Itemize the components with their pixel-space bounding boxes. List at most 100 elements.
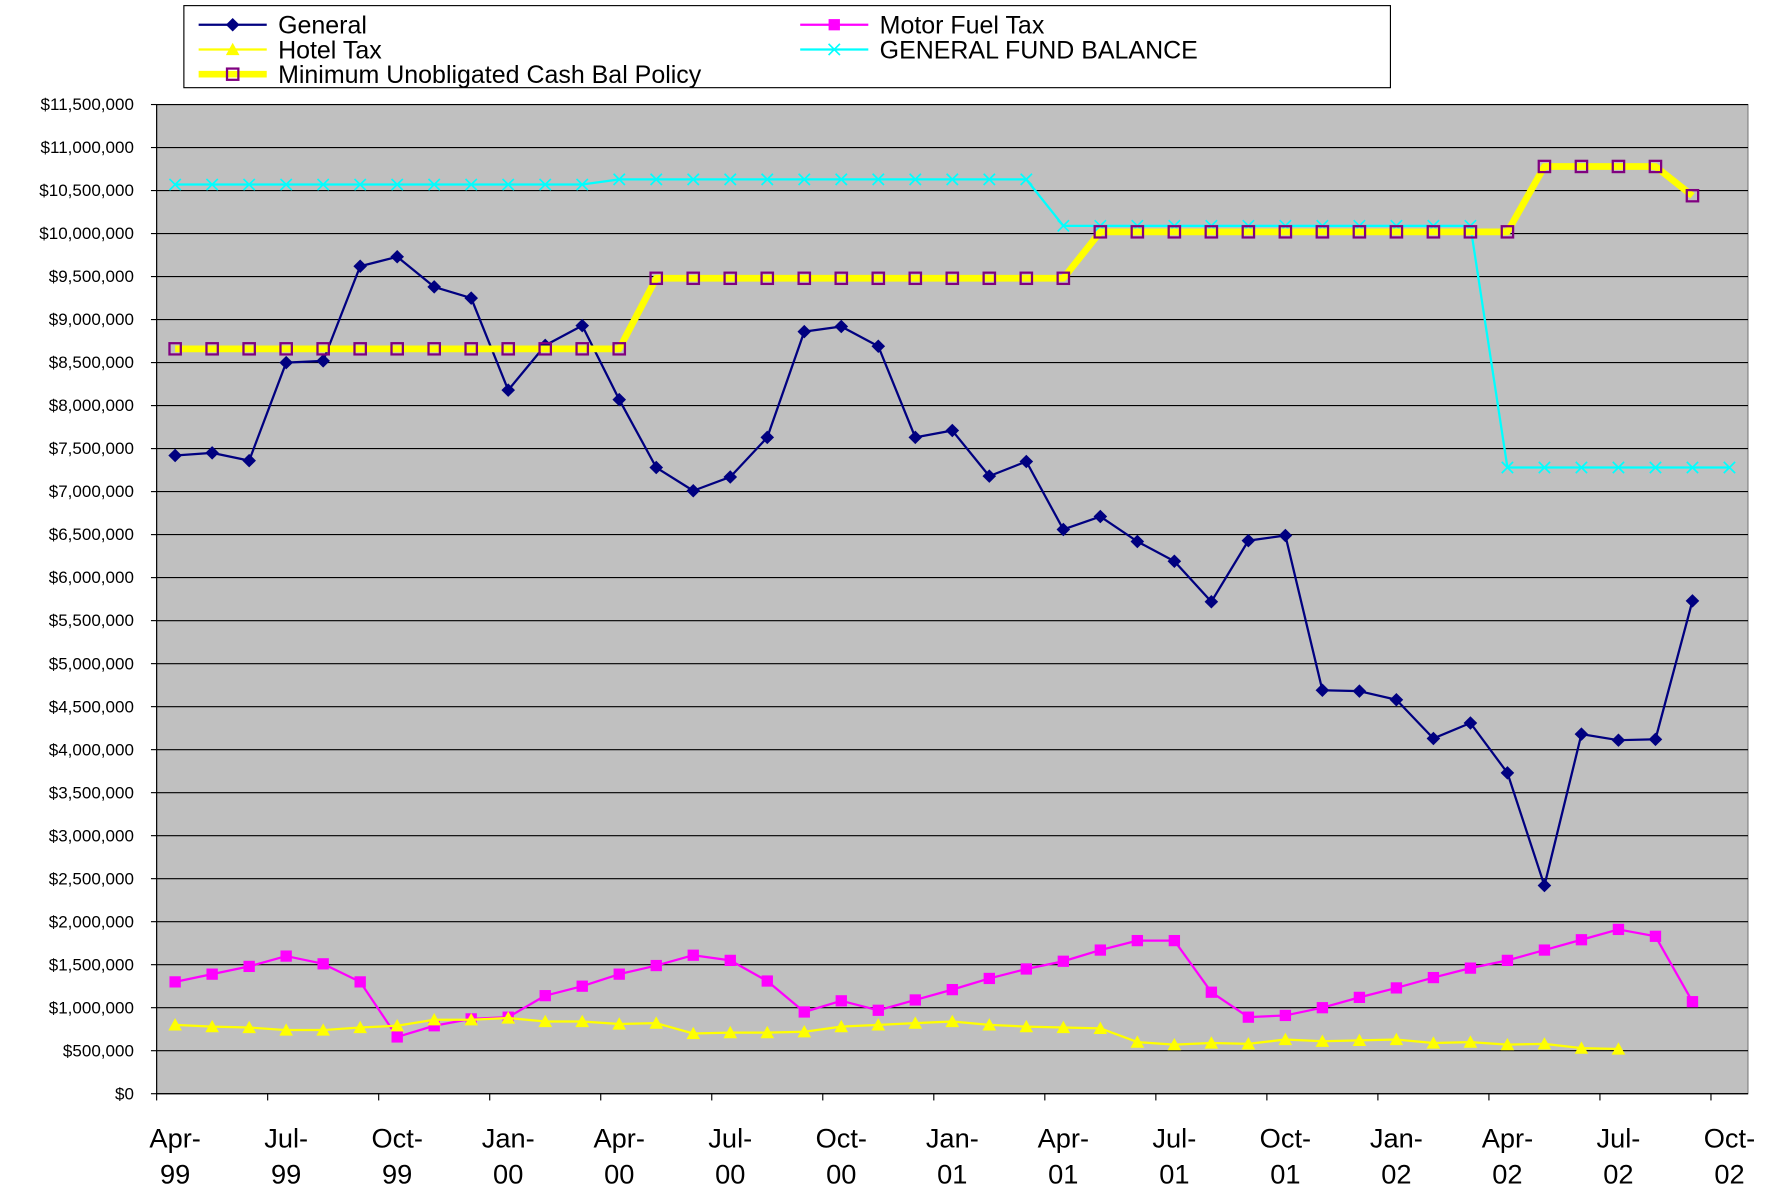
y-tick-label: $8,000,000 <box>49 396 134 415</box>
marker <box>612 173 626 186</box>
marker <box>871 271 886 286</box>
marker <box>242 178 256 191</box>
marker <box>872 1004 884 1016</box>
x-tick-label: Jan- 01 <box>926 1123 979 1190</box>
marker <box>1352 684 1367 698</box>
marker <box>1686 461 1699 474</box>
x-tick-label: Oct- 00 <box>816 1123 867 1190</box>
x-tick-label-line: Apr- <box>1482 1123 1533 1154</box>
y-tick-label: $3,000,000 <box>49 826 134 845</box>
marker <box>1389 1032 1404 1046</box>
y-tick-label: $7,500,000 <box>49 439 134 458</box>
marker <box>206 968 218 980</box>
marker <box>1426 731 1441 746</box>
y-tick-label: $4,000,000 <box>49 740 134 759</box>
legend-label: Hotel Tax <box>278 38 382 65</box>
marker <box>1501 954 1514 967</box>
marker <box>390 1019 404 1032</box>
marker <box>1723 461 1736 474</box>
y-tick-label: $1,500,000 <box>49 955 134 974</box>
y-tick-label: $9,000,000 <box>49 310 134 329</box>
y-tick-label: $8,500,000 <box>49 353 134 372</box>
marker <box>1204 594 1219 609</box>
marker <box>1500 1037 1515 1051</box>
marker <box>427 1012 442 1026</box>
marker <box>723 173 737 186</box>
marker <box>427 342 442 356</box>
marker <box>1390 982 1403 994</box>
marker <box>613 968 625 980</box>
y-tick-label: $3,500,000 <box>49 783 134 802</box>
x-tick-label-line: 02 <box>1603 1159 1633 1190</box>
marker <box>649 1016 664 1029</box>
marker <box>946 984 958 996</box>
marker <box>1612 923 1625 936</box>
marker <box>390 250 404 264</box>
marker <box>1130 1035 1145 1048</box>
marker <box>1611 159 1626 174</box>
marker <box>242 1020 256 1034</box>
marker <box>169 976 181 988</box>
y-tick-label: $1,000,000 <box>49 998 134 1017</box>
x-tick-label: Jul- 00 <box>708 1123 752 1190</box>
marker <box>1685 594 1700 608</box>
marker <box>1167 1037 1182 1051</box>
marker <box>464 342 479 356</box>
marker <box>1426 225 1441 239</box>
marker <box>649 173 663 186</box>
marker <box>687 949 699 961</box>
marker <box>1685 188 1700 203</box>
marker <box>316 1023 330 1036</box>
marker <box>1316 1002 1329 1014</box>
marker <box>1130 534 1145 549</box>
marker <box>1500 225 1515 239</box>
marker <box>760 173 774 186</box>
x-tick-label-line: Jan- <box>926 1123 979 1154</box>
marker <box>1575 461 1588 474</box>
series-line <box>175 1016 1619 1051</box>
marker <box>1574 159 1589 174</box>
marker <box>797 1025 812 1038</box>
marker <box>390 178 404 191</box>
y-tick-label: $500,000 <box>63 1041 134 1060</box>
marker <box>575 1014 590 1028</box>
marker <box>1538 461 1551 474</box>
marker <box>723 271 738 286</box>
x-tick-label-line: Oct- <box>1260 1123 1311 1154</box>
marker <box>575 178 589 191</box>
marker <box>945 271 960 286</box>
series-line <box>175 255 1694 887</box>
marker <box>1019 1019 1034 1033</box>
x-tick-label: Jan- 02 <box>1370 1123 1423 1190</box>
marker <box>1537 878 1552 893</box>
marker <box>279 178 293 191</box>
marker <box>871 339 886 353</box>
x-tick-label-line: Apr- <box>594 1123 645 1154</box>
y-tick-label: $10,000,000 <box>39 224 134 243</box>
x-tick-label: Apr- 02 <box>1482 1123 1533 1190</box>
legend-label: Minimum Unobligated Cash Bal Policy <box>278 62 702 89</box>
x-tick-label-line: 00 <box>826 1159 856 1190</box>
legend-marker <box>225 42 240 56</box>
x-tick-label-line: 01 <box>937 1159 967 1190</box>
marker <box>1204 1036 1219 1049</box>
marker <box>612 1017 627 1030</box>
marker <box>834 319 849 334</box>
x-tick-label: Apr- 00 <box>594 1123 645 1190</box>
marker <box>353 178 367 191</box>
marker <box>1501 461 1514 474</box>
marker <box>1649 930 1662 942</box>
marker <box>428 1020 440 1032</box>
marker <box>612 342 627 356</box>
series-line <box>174 928 1694 1039</box>
marker <box>280 950 292 962</box>
marker <box>797 271 812 286</box>
marker <box>1278 1032 1293 1046</box>
marker <box>686 1026 701 1040</box>
marker <box>279 355 293 370</box>
legend-marker <box>827 43 841 56</box>
marker <box>1204 225 1219 239</box>
marker <box>1686 996 1699 1008</box>
marker <box>575 318 590 333</box>
